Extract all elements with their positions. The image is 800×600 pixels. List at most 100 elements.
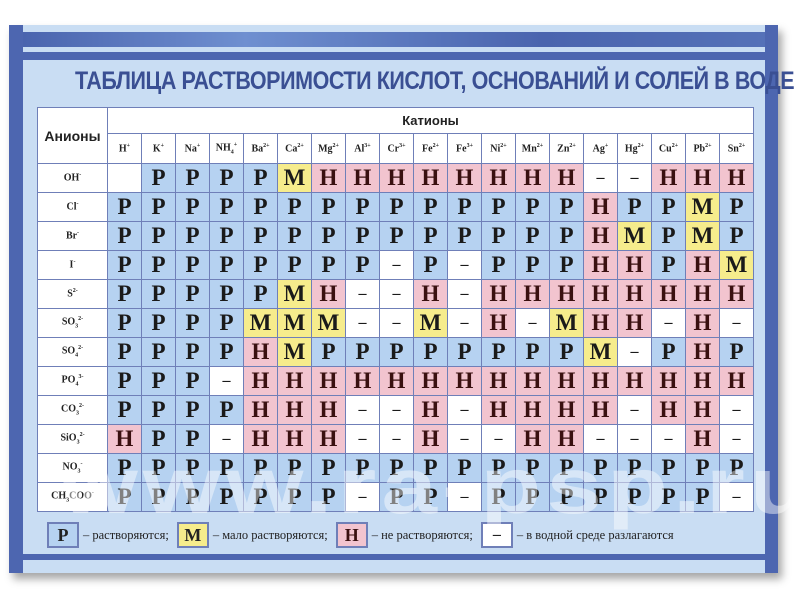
solubility-cell: Р — [141, 395, 176, 425]
ion-sub: 3 — [66, 497, 70, 504]
solubility-cell: Р — [515, 337, 550, 367]
solubility-cell: Н — [685, 366, 720, 396]
solubility-cell: Р — [549, 250, 584, 280]
solubility-cell: Р — [651, 482, 686, 512]
solubility-cell: – — [719, 395, 754, 425]
solubility-cell: Р — [719, 221, 754, 251]
solubility-cell: Н — [515, 366, 550, 396]
solubility-cell: Р — [379, 482, 414, 512]
ion-sup: - — [73, 259, 76, 266]
ion-base: SiO — [60, 432, 77, 444]
legend-label: – мало растворяются; — [212, 527, 328, 542]
solubility-cell: Н — [685, 308, 720, 338]
solubility-cell: Н — [413, 424, 448, 454]
solubility-cell: – — [379, 279, 414, 309]
ion-base: PO — [61, 374, 76, 386]
solubility-cell: – — [447, 482, 482, 512]
ion-sup: 2+ — [637, 142, 645, 149]
ion-base: K — [152, 143, 161, 155]
solubility-cell: М — [719, 250, 754, 280]
solubility-cell: Н — [515, 279, 550, 309]
ion-base: Na — [184, 143, 197, 155]
solubility-cell: Н — [685, 395, 720, 425]
solubility-cell: Н — [549, 163, 584, 193]
solubility-cell: Р — [175, 395, 210, 425]
solubility-cell: Р — [141, 250, 176, 280]
solubility-cell: Р — [379, 221, 414, 251]
solubility-cell: Р — [719, 453, 754, 483]
solubility-cell: Р — [141, 482, 176, 512]
solubility-cell: Р — [345, 250, 380, 280]
solubility-cell: Р — [447, 192, 482, 222]
solubility-cell: Р — [651, 221, 686, 251]
solubility-cell: Н — [345, 366, 380, 396]
solubility-cell: Р — [107, 279, 142, 309]
solubility-cell: Н — [481, 163, 516, 193]
solubility-cell: Н — [311, 366, 346, 396]
cation-header: Al3+ — [345, 133, 380, 164]
solubility-cell: М — [277, 163, 312, 193]
solubility-cell: М — [311, 308, 346, 338]
solubility-cell: Н — [447, 163, 482, 193]
ion-sup: 2- — [79, 403, 84, 410]
cation-header: Ag+ — [583, 133, 618, 164]
cations-header: Катионы — [107, 107, 754, 134]
solubility-cell: Р — [175, 337, 210, 367]
anion-label: SO42- — [37, 337, 108, 367]
solubility-cell: – — [345, 395, 380, 425]
solubility-cell: – — [379, 308, 414, 338]
solubility-cell: Н — [719, 366, 754, 396]
ion-sup: 2+ — [536, 142, 544, 149]
solubility-cell: Н — [311, 395, 346, 425]
cation-header: Fe2+ — [413, 133, 448, 164]
solubility-cell: Р — [209, 308, 244, 338]
solubility-cell: – — [651, 424, 686, 454]
solubility-cell: – — [447, 308, 482, 338]
solubility-cell: – — [583, 163, 618, 193]
table-row: OH- Р Р Р Р М Н Н Н Н Н Н Н Н – – Н Н Н — [37, 163, 754, 193]
solubility-cell: Н — [345, 163, 380, 193]
solubility-cell: – — [617, 395, 652, 425]
solubility-cell: Р — [107, 337, 142, 367]
solubility-cell: – — [617, 337, 652, 367]
solubility-cell: Н — [481, 395, 516, 425]
solubility-cell: – — [515, 308, 550, 338]
cation-header: Pb2+ — [685, 133, 720, 164]
solubility-cell: Р — [243, 163, 278, 193]
solubility-cell: Р — [209, 337, 244, 367]
solubility-cell: – — [719, 482, 754, 512]
solubility-cell: М — [277, 308, 312, 338]
solubility-cell: М — [685, 192, 720, 222]
page-title: ТАБЛИЦА РАСТВОРИМОСТИ КИСЛОТ, ОСНОВАНИЙ … — [74, 67, 795, 95]
ion-base2: COO — [69, 490, 92, 502]
solubility-cell: М — [243, 308, 278, 338]
ion-sup: 3+ — [466, 142, 473, 149]
ion-sup: 3- — [78, 374, 84, 381]
solubility-cell: Р — [175, 163, 210, 193]
ion-sub: 4 — [75, 352, 79, 359]
table-row: Cl- Р Р Р Р Р Р Р Р Р Р Р Р Р Р Н Р Р М Р — [37, 192, 754, 222]
solubility-cell: Р — [141, 221, 176, 251]
solubility-cell: Р — [277, 453, 312, 483]
solubility-cell: Р — [617, 482, 652, 512]
solubility-cell: Р — [277, 221, 312, 251]
solubility-cell: Н — [243, 424, 278, 454]
legend-label: – растворяются; — [83, 527, 169, 542]
solubility-cell: Р — [651, 453, 686, 483]
solubility-cell: Н — [277, 395, 312, 425]
ion-base: Sn — [727, 143, 739, 155]
solubility-cell: Р — [141, 337, 176, 367]
solubility-cell: Р — [685, 453, 720, 483]
cation-header: Na+ — [175, 133, 210, 164]
solubility-cell: Р — [175, 221, 210, 251]
solubility-cell: Н — [413, 366, 448, 396]
solubility-cell: Р — [243, 279, 278, 309]
ion-sup: 2- — [78, 345, 84, 352]
cation-header: H+ — [107, 133, 142, 164]
ion-base: NH — [215, 142, 231, 154]
solubility-cell: Р — [107, 192, 142, 222]
ion-sub: 3 — [76, 410, 79, 417]
solubility-table: Анионы Катионы H+ K+ Na+ NH4+ Ba2+ Ca2+ Mg2+ Al… — [37, 107, 754, 512]
solubility-cell: Н — [583, 279, 618, 309]
anion-label: PO43- — [37, 366, 108, 396]
